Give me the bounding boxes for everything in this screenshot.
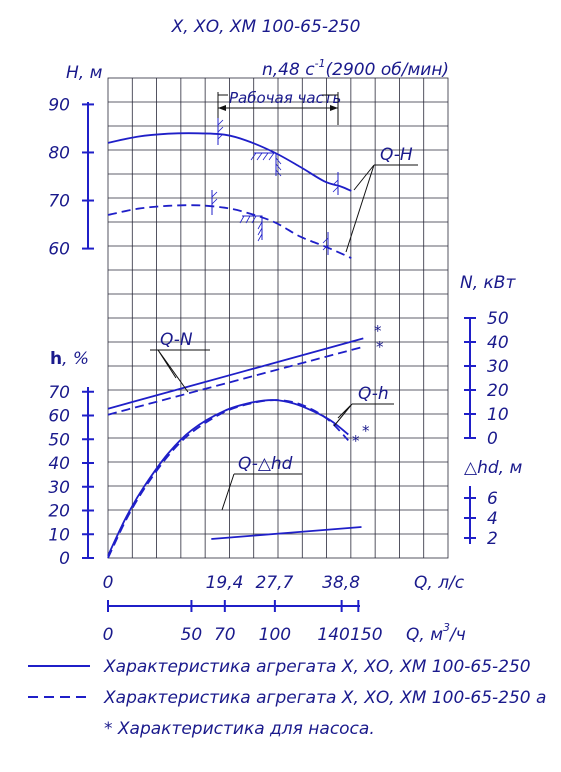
legend-solid-text: Характеристика агрегата Х, ХО, ХМ 100-65… — [103, 657, 531, 677]
axis-h-tick-label: 20 — [48, 502, 70, 522]
label-Q-H: Q-H — [380, 145, 413, 165]
axis-h-tick-label: 30 — [48, 478, 70, 498]
legend-dashed-text: Характеристика агрегата Х, ХО, ХМ 100-65… — [103, 688, 546, 708]
axis-H-tick-label: 80 — [48, 143, 70, 163]
axis-Q-m3h-label: Q, м3/ч — [406, 621, 466, 645]
legend: Характеристика агрегата Х, ХО, ХМ 100-65… — [28, 657, 546, 739]
series-Qh-solid — [107, 399, 349, 556]
speed-rpm: (2900 об/мин) — [326, 60, 450, 80]
axis-h-label-main: h — [50, 349, 62, 369]
asterisk-h-solid: * — [362, 422, 370, 440]
axis-H-tick-label: 70 — [48, 192, 70, 212]
series-Qh-dashed — [107, 399, 349, 559]
axis-Q-m3h-tick-label: 50 — [181, 625, 203, 645]
axis-h-tick-label: 40 — [48, 454, 70, 474]
asterisk-N-solid: * — [374, 322, 382, 340]
axis-Q-m3h-label-tail: /ч — [448, 625, 466, 645]
axis-N-tick-label: 30 — [487, 357, 509, 377]
axis-Q-m3h-tick-label: 150 — [350, 625, 382, 645]
axis-H-label: Н, м — [66, 63, 103, 83]
axis-Q-m3h-tick-label: 140 — [317, 625, 349, 645]
axis-h-label: h, % — [50, 349, 89, 369]
label-Q-h-main: Q-h — [358, 384, 389, 404]
axis-hd-tick-label: 6 — [487, 489, 498, 509]
curves — [107, 132, 364, 559]
asterisk-N-dashed: * — [376, 338, 384, 356]
axis-N-label: N, кВт — [460, 273, 516, 293]
asterisk-h-dashed: * — [352, 432, 360, 450]
axis-hd-tick-label: 4 — [487, 509, 498, 529]
axis-hd-tick-label: 2 — [487, 529, 498, 549]
axis-h-tick-label: 0 — [59, 549, 70, 569]
axis-Q-ls-tick-label: 38,8 — [322, 573, 360, 593]
series-QH-solid — [107, 132, 352, 192]
axis-Q-ls: Q, л/с 0 19,4 27,7 38,8 — [103, 573, 465, 593]
working-range-label: Рабочая часть — [229, 89, 341, 107]
axis-N-tick-label: 20 — [487, 381, 509, 401]
axis-Q-m3h: Q, м3/ч 0 50 70 100 140 150 — [103, 600, 466, 645]
series-QN-dashed — [107, 345, 364, 416]
axis-N-tick-label: 0 — [487, 429, 498, 449]
axis-h-tick-label: 10 — [48, 525, 70, 545]
label-Q-h: Q-h — [358, 384, 389, 404]
axis-Q-m3h-label-main: Q, м — [406, 625, 443, 645]
axis-N-tick-label: 40 — [487, 333, 509, 353]
axis-hd-label-text: hd, м — [477, 458, 522, 478]
axis-H: Н, м 60 70 80 90 — [48, 63, 102, 260]
axis-hd-label-triangle: △ — [464, 458, 478, 478]
axis-Q-m3h-tick-label: 70 — [214, 625, 236, 645]
axis-N-tick-label: 10 — [487, 405, 509, 425]
label-Q-hd: Q-△hd — [238, 454, 293, 474]
axis-h: h, % 0 10 20 30 40 50 60 70 — [48, 349, 94, 569]
axis-Q-m3h-tick-label: 100 — [259, 625, 291, 645]
axis-h-tick-label: 50 — [48, 430, 70, 450]
legend-note: * Характеристика для насоса. — [104, 719, 375, 739]
axis-Q-m3h-label-exponent: 3 — [443, 621, 450, 634]
axis-N-tick-label: 50 — [487, 309, 509, 329]
axis-hd-label: △hd, м — [464, 458, 522, 478]
axis-H-tick-label: 60 — [48, 240, 70, 260]
series-QN-solid — [107, 337, 364, 410]
series-Qhd-solid — [211, 526, 362, 540]
axis-Q-ls-tick-label: 19,4 — [206, 573, 244, 593]
axis-h-tick-label: 70 — [48, 383, 70, 403]
axis-Q-ls-tick-label: 0 — [103, 573, 114, 593]
axis-Q-ls-tick-label: 27,7 — [255, 573, 293, 593]
chart-title: Х, ХО, ХМ 100-65-250 — [171, 17, 361, 37]
label-Q-N: Q-N — [160, 330, 193, 350]
axis-hd: △hd, м 246 — [464, 458, 522, 549]
speed-label: n,48 с-1(2900 об/мин) — [262, 57, 449, 80]
axis-Q-ls-label: Q, л/с — [414, 573, 465, 593]
working-range-marks — [211, 118, 339, 255]
axis-N: N, кВт 0 10 20 30 40 50 — [460, 273, 516, 449]
series-QH-dashed — [107, 204, 352, 260]
speed-unit-exponent: -1 — [315, 57, 326, 70]
axis-h-label-unit: , % — [62, 349, 89, 369]
plot-grid — [107, 77, 449, 559]
speed-value: n,48 с — [262, 60, 315, 80]
axis-h-tick-label: 60 — [48, 407, 70, 427]
axis-Q-m3h-tick-label: 0 — [103, 625, 114, 645]
curve-labels: Q-H Q-N Q-h Q-△hd * * * * — [150, 145, 418, 511]
axis-H-tick-label: 90 — [48, 95, 70, 115]
